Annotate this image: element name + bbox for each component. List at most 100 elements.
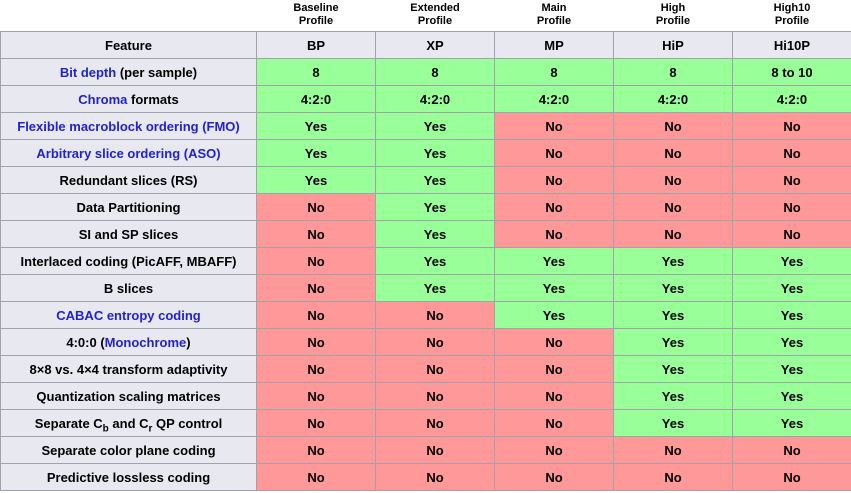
- column-header-row: Feature BP XP MP HiP Hi10P: [0, 31, 851, 59]
- profile-name-line2: Profile: [536, 15, 572, 27]
- feature-row: Separate Cb and Cr QP control No No No Yes Ye…: [0, 409, 851, 437]
- value-cell: No: [256, 382, 376, 410]
- value-cell: No: [613, 436, 733, 464]
- feature-cell: Redundant slices (RS): [0, 166, 257, 194]
- feature-row: B slices No Yes Yes Yes Yes: [0, 274, 851, 302]
- feature-text: QP control: [152, 415, 223, 431]
- feature-cell: Chroma formats: [0, 85, 257, 113]
- value-cell: 4:2:0: [494, 85, 614, 113]
- feature-cell: Interlaced coding (PicAFF, MBAFF): [0, 247, 257, 275]
- profile-abbr-cell: MP: [494, 31, 614, 59]
- value-cell: No: [256, 301, 376, 329]
- value-cell: Yes: [732, 247, 851, 275]
- profile-name-line1: High: [660, 2, 686, 14]
- value-cell: Yes: [613, 301, 733, 329]
- value-cell: Yes: [613, 328, 733, 356]
- feature-subscript: b: [102, 423, 109, 435]
- value-cell: Yes: [256, 166, 376, 194]
- profile-name: High10 Profile: [732, 0, 851, 32]
- feature-link[interactable]: Arbitrary slice ordering (ASO): [36, 145, 221, 161]
- profile-name-line1: Extended: [410, 2, 460, 14]
- value-cell: Yes: [613, 382, 733, 410]
- feature-link[interactable]: Bit depth: [59, 64, 117, 80]
- value-cell: No: [375, 463, 495, 491]
- feature-row: Quantization scaling matrices No No No Yes Ye…: [0, 382, 851, 410]
- feature-text: formats: [127, 91, 179, 107]
- value-cell: Yes: [375, 220, 495, 248]
- feature-cell: Flexible macroblock ordering (FMO): [0, 112, 257, 140]
- value-cell: Yes: [375, 274, 495, 302]
- value-cell: No: [256, 274, 376, 302]
- value-cell: 8: [375, 58, 495, 86]
- feature-cell: SI and SP slices: [0, 220, 257, 248]
- corner-spacer: [0, 0, 257, 32]
- value-cell: Yes: [375, 193, 495, 221]
- value-cell: No: [613, 166, 733, 194]
- feature-row: Flexible macroblock ordering (FMO) Yes Yes…: [0, 112, 851, 140]
- value-cell: No: [613, 112, 733, 140]
- value-cell: No: [494, 328, 614, 356]
- feature-text: 8×8 vs. 4×4 transform adaptivity: [29, 361, 228, 377]
- value-cell: Yes: [732, 355, 851, 383]
- profile-name: Baseline Profile: [256, 0, 376, 32]
- feature-text: (per sample): [116, 64, 198, 80]
- feature-cell: Bit depth (per sample): [0, 58, 257, 86]
- value-cell: Yes: [613, 409, 733, 437]
- feature-row: Predictive lossless coding No No No No No: [0, 463, 851, 491]
- value-cell: 4:2:0: [375, 85, 495, 113]
- value-cell: Yes: [375, 247, 495, 275]
- feature-cell: CABAC entropy coding: [0, 301, 257, 329]
- value-cell: 8: [494, 58, 614, 86]
- value-cell: No: [256, 193, 376, 221]
- value-cell: 4:2:0: [256, 85, 376, 113]
- profile-name-line2: Profile: [298, 15, 334, 27]
- value-cell: Yes: [375, 139, 495, 167]
- feature-link[interactable]: Chroma: [78, 91, 128, 107]
- feature-cell: Separate color plane coding: [0, 436, 257, 464]
- feature-header-cell: Feature: [0, 31, 257, 59]
- value-cell: No: [375, 436, 495, 464]
- value-cell: Yes: [613, 247, 733, 275]
- value-cell: No: [732, 193, 851, 221]
- profile-abbr-cell: HiP: [613, 31, 733, 59]
- profile-name-line2: Profile: [774, 15, 810, 27]
- value-cell: Yes: [494, 247, 614, 275]
- feature-text: Separate color plane coding: [41, 442, 216, 458]
- feature-text: Predictive lossless coding: [46, 469, 211, 485]
- feature-row: Arbitrary slice ordering (ASO) Yes Yes No No…: [0, 139, 851, 167]
- value-cell: No: [494, 463, 614, 491]
- value-cell: No: [732, 112, 851, 140]
- feature-subscript: r: [148, 423, 153, 435]
- feature-text: Quantization scaling matrices: [36, 388, 221, 404]
- feature-row: Data Partitioning No Yes No No No: [0, 193, 851, 221]
- profile-name-line1: Main: [541, 2, 567, 14]
- value-cell: No: [494, 166, 614, 194]
- value-cell: 8: [613, 58, 733, 86]
- feature-text: Interlaced coding (PicAFF, MBAFF): [20, 253, 237, 269]
- feature-cell: 8×8 vs. 4×4 transform adaptivity: [0, 355, 257, 383]
- value-cell: Yes: [613, 274, 733, 302]
- value-cell: Yes: [613, 355, 733, 383]
- value-cell: No: [256, 355, 376, 383]
- feature-link[interactable]: Flexible macroblock ordering (FMO): [17, 118, 240, 134]
- value-cell: 4:2:0: [613, 85, 733, 113]
- feature-text: Data Partitioning: [76, 199, 181, 215]
- value-cell: No: [613, 220, 733, 248]
- value-cell: No: [375, 301, 495, 329]
- value-cell: Yes: [732, 382, 851, 410]
- value-cell: Yes: [732, 274, 851, 302]
- feature-row: Separate color plane coding No No No No No: [0, 436, 851, 464]
- feature-link[interactable]: Monochrome: [104, 334, 187, 350]
- value-cell: 4:2:0: [732, 85, 851, 113]
- profile-name: Main Profile: [494, 0, 614, 32]
- feature-text: 4:0:0 (: [66, 334, 105, 350]
- value-cell: 8: [256, 58, 376, 86]
- value-cell: No: [256, 409, 376, 437]
- value-cell: Yes: [375, 112, 495, 140]
- value-cell: Yes: [375, 166, 495, 194]
- feature-link[interactable]: CABAC entropy coding: [56, 307, 201, 323]
- feature-cell: Data Partitioning: [0, 193, 257, 221]
- feature-cell: Predictive lossless coding: [0, 463, 257, 491]
